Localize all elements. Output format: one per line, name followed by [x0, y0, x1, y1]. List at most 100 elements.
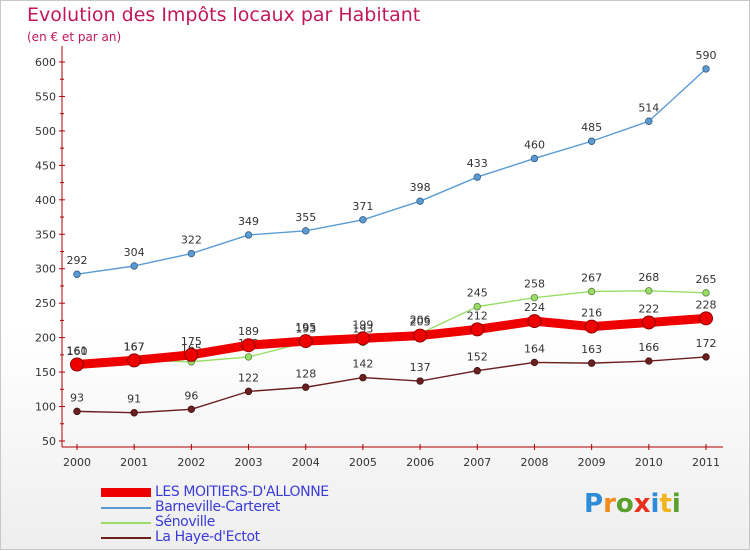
data-point-barneville-carteret — [530, 154, 539, 163]
data-point-barneville-carteret — [645, 117, 653, 125]
legend-swatch — [101, 522, 151, 524]
data-label-la-haye-d-ectot: 163 — [581, 343, 602, 356]
data-label-les-moitiers-d-allonne: 222 — [638, 302, 659, 315]
data-point-barneville-carteret — [359, 216, 367, 224]
data-point-barneville-carteret — [73, 270, 81, 278]
data-point-senoville — [473, 302, 481, 311]
data-label-les-moitiers-d-allonne: 195 — [295, 321, 316, 334]
data-label-la-haye-d-ectot: 96 — [184, 389, 198, 402]
y-tick-label: 50 — [42, 435, 56, 448]
legend-item: La Haye-d'Ectot — [101, 529, 401, 545]
data-label-la-haye-d-ectot: 142 — [352, 358, 373, 371]
data-label-la-haye-d-ectot: 122 — [238, 371, 259, 384]
data-point-barneville-carteret — [187, 249, 196, 258]
data-label-senoville: 193 — [295, 322, 316, 335]
data-point-la-haye-d-ectot — [702, 353, 710, 361]
x-tick-label: 2009 — [578, 456, 606, 469]
series-line-les-moitiers-d-allonne — [72, 313, 711, 370]
data-label-barneville-carteret: 349 — [238, 215, 259, 228]
data-point-barneville-carteret — [587, 137, 596, 145]
chart-subtitle: (en € et par an) — [27, 30, 122, 44]
y-tick-label: 600 — [35, 56, 56, 69]
x-tick-label: 2007 — [463, 456, 491, 469]
data-point-les-moitiers-d-allonne — [298, 334, 313, 349]
data-label-la-haye-d-ectot: 172 — [696, 337, 717, 350]
data-point-senoville — [645, 287, 653, 295]
data-label-barneville-carteret: 355 — [295, 211, 316, 224]
data-point-les-moitiers-d-allonne — [241, 338, 256, 353]
data-point-la-haye-d-ectot — [187, 405, 196, 414]
data-point-la-haye-d-ectot — [359, 373, 367, 382]
legend-swatch — [101, 507, 151, 509]
data-point-les-moitiers-d-allonne — [527, 314, 542, 329]
legend-item: Barneville-Carteret — [101, 499, 401, 515]
data-point-senoville — [530, 293, 539, 302]
data-label-la-haye-d-ectot: 166 — [638, 341, 659, 354]
legend-label: LES MOITIERS-D'ALLONNE — [155, 484, 329, 500]
x-tick-label: 2001 — [120, 456, 148, 469]
data-label-les-moitiers-d-allonne: 189 — [238, 325, 259, 338]
data-label-senoville: 245 — [467, 287, 488, 300]
data-label-les-moitiers-d-allonne: 161 — [67, 345, 88, 358]
data-label-senoville: 167 — [124, 340, 145, 353]
y-tick-label: 150 — [35, 366, 56, 379]
logo-letter: t — [659, 489, 672, 519]
data-label-barneville-carteret: 304 — [124, 246, 145, 259]
data-point-barneville-carteret — [416, 197, 424, 205]
data-label-les-moitiers-d-allonne: 212 — [467, 309, 488, 322]
series-line-la-haye-d-ectot — [76, 356, 707, 414]
legend-swatch — [101, 488, 151, 497]
x-tick-label: 2010 — [635, 456, 663, 469]
legend-label: Sénoville — [155, 514, 215, 530]
legend-item: LES MOITIERS-D'ALLONNE — [101, 484, 401, 500]
x-tick-label: 2011 — [692, 456, 720, 469]
y-tick-label: 250 — [35, 297, 56, 310]
data-point-barneville-carteret — [130, 262, 138, 270]
data-point-la-haye-d-ectot — [530, 358, 539, 367]
x-tick-label: 2002 — [177, 456, 205, 469]
data-label-la-haye-d-ectot: 128 — [295, 367, 316, 380]
data-label-la-haye-d-ectot: 152 — [467, 351, 488, 364]
data-point-barneville-carteret — [702, 65, 710, 73]
data-label-les-moitiers-d-allonne: 228 — [696, 298, 717, 311]
data-label-barneville-carteret: 485 — [581, 121, 602, 134]
data-label-senoville: 193 — [352, 322, 373, 335]
x-tick-label: 2006 — [406, 456, 434, 469]
legend-label: Barneville-Carteret — [155, 499, 280, 515]
data-label-barneville-carteret: 514 — [638, 101, 659, 114]
x-tick-label: 2008 — [520, 456, 548, 469]
data-label-barneville-carteret: 460 — [524, 138, 545, 151]
y-tick-label: 550 — [35, 90, 56, 103]
legend-label: La Haye-d'Ectot — [155, 529, 260, 545]
data-label-barneville-carteret: 433 — [467, 157, 488, 170]
data-point-la-haye-d-ectot — [473, 367, 481, 375]
x-tick-label: 2003 — [235, 456, 263, 469]
x-tick-label: 2005 — [349, 456, 377, 469]
data-label-barneville-carteret: 292 — [67, 254, 88, 267]
data-label-la-haye-d-ectot: 164 — [524, 342, 545, 355]
data-point-barneville-carteret — [244, 231, 253, 239]
series-line-barneville-carteret — [76, 68, 707, 275]
legend-item: Sénoville — [101, 514, 401, 530]
data-label-les-moitiers-d-allonne: 175 — [181, 335, 202, 348]
y-tick-label: 100 — [35, 401, 56, 414]
x-tick-label: 2004 — [292, 456, 320, 469]
data-point-les-moitiers-d-allonne — [699, 311, 713, 326]
data-point-la-haye-d-ectot — [130, 409, 138, 417]
y-tick-label: 400 — [35, 194, 56, 207]
y-tick-label: 350 — [35, 228, 56, 241]
data-point-la-haye-d-ectot — [416, 377, 424, 385]
data-point-les-moitiers-d-allonne — [641, 315, 656, 330]
chart-title: Evolution des Impôts locaux par Habitant — [27, 4, 421, 26]
data-point-les-moitiers-d-allonne — [584, 319, 599, 334]
data-label-les-moitiers-d-allonne: 224 — [524, 301, 545, 314]
data-point-la-haye-d-ectot — [645, 357, 653, 365]
data-point-la-haye-d-ectot — [587, 359, 596, 367]
data-point-barneville-carteret — [302, 227, 310, 235]
data-point-senoville — [702, 289, 710, 297]
y-tick-label: 200 — [35, 332, 56, 345]
data-point-la-haye-d-ectot — [73, 407, 81, 416]
logo-letter: i — [671, 489, 681, 519]
